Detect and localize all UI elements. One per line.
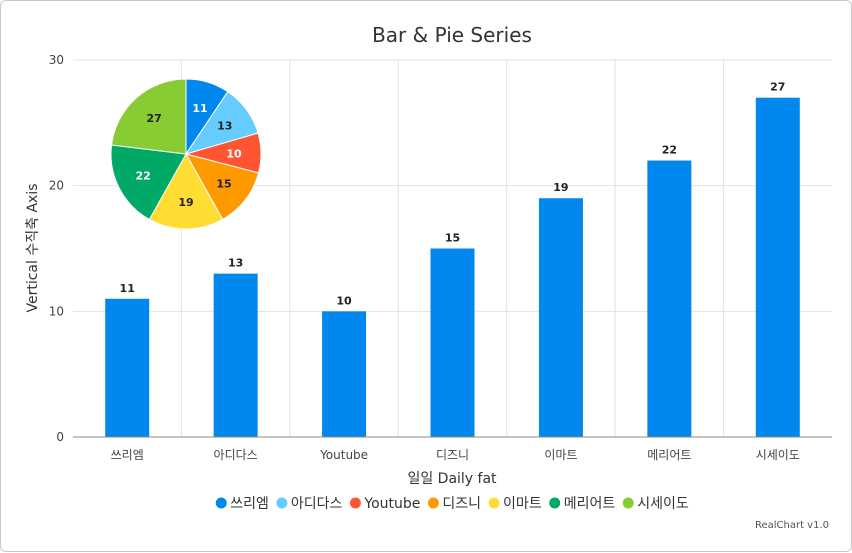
y-axis-title: Vertical 수직축 Axis bbox=[25, 184, 41, 313]
bar[interactable] bbox=[538, 198, 583, 437]
legend: 쓰리엠 아디다스 Youtube 디즈니 이마트 메리어트 시세이도 bbox=[215, 496, 689, 512]
legend-item[interactable]: Youtube bbox=[349, 496, 421, 512]
pie-series: 11 13 10 15 19 22 27 bbox=[110, 78, 262, 230]
bar[interactable] bbox=[105, 298, 150, 437]
chart-title: Bar & Pie Series bbox=[372, 23, 532, 47]
x-tick-label: 쓰리엠 bbox=[111, 448, 144, 462]
pie-slice-label: 22 bbox=[136, 170, 151, 183]
bar-value-label: 19 bbox=[553, 181, 568, 194]
bar[interactable] bbox=[430, 248, 475, 438]
legend-marker bbox=[488, 497, 500, 509]
legend-item[interactable]: 디즈니 bbox=[427, 496, 481, 512]
pie-slice[interactable] bbox=[184, 153, 260, 221]
legend-item[interactable]: 쓰리엠 bbox=[215, 496, 269, 512]
pie-slice-label: 13 bbox=[217, 120, 232, 133]
bar[interactable] bbox=[322, 311, 367, 437]
legend-item[interactable]: 아디다스 bbox=[276, 496, 343, 512]
legend-label: 메리어트 bbox=[564, 496, 616, 512]
legend-label: 이마트 bbox=[503, 496, 542, 512]
credits: RealChart v1.0 bbox=[755, 520, 829, 531]
pie-slice-label: 27 bbox=[147, 112, 162, 125]
pie-slice[interactable] bbox=[148, 152, 224, 230]
bar-value-label: 15 bbox=[445, 232, 460, 245]
pie-slice[interactable] bbox=[110, 78, 187, 155]
bar-value-label: 10 bbox=[336, 294, 352, 307]
legend-label: 디즈니 bbox=[442, 496, 481, 512]
legend-item[interactable]: 메리어트 bbox=[549, 496, 615, 512]
x-tick-label: 아디다스 bbox=[214, 448, 258, 462]
x-tick-label: Youtube bbox=[319, 448, 368, 462]
y-axis: 0 10 20 30 bbox=[49, 53, 64, 444]
bar[interactable] bbox=[213, 273, 258, 437]
x-axis-title: 일일 Daily fat bbox=[407, 471, 497, 487]
legend-marker bbox=[622, 497, 634, 509]
legend-label: 쓰리엠 bbox=[230, 496, 269, 512]
x-tick-label: 메리어트 bbox=[647, 448, 691, 462]
y-tick-label: 0 bbox=[56, 430, 64, 444]
pie-slice-label: 10 bbox=[226, 147, 242, 160]
legend-marker bbox=[215, 497, 227, 509]
legend-marker bbox=[549, 497, 561, 509]
legend-label: 아디다스 bbox=[291, 496, 343, 512]
bar-value-label: 13 bbox=[228, 257, 243, 270]
legend-label: Youtube bbox=[363, 496, 420, 512]
x-tick-label: 이마트 bbox=[544, 448, 577, 462]
legend-label: 시세이도 bbox=[637, 496, 689, 512]
bar[interactable] bbox=[647, 160, 692, 438]
legend-marker bbox=[349, 497, 361, 509]
pie-slice-label: 19 bbox=[178, 196, 193, 209]
bar[interactable] bbox=[755, 97, 800, 437]
legend-marker bbox=[276, 497, 288, 509]
bar-value-label: 22 bbox=[662, 144, 677, 157]
y-tick-label: 30 bbox=[49, 53, 64, 67]
bar-series: 11 13 10 15 19 22 27 bbox=[105, 81, 800, 438]
legend-marker bbox=[427, 497, 439, 509]
x-tick-label: 시세이도 bbox=[756, 448, 800, 462]
y-tick-label: 20 bbox=[49, 179, 64, 193]
bar-value-label: 11 bbox=[120, 282, 135, 295]
pie-slice[interactable] bbox=[110, 144, 187, 221]
x-axis: 쓰리엠 아디다스 Youtube 디즈니 이마트 메리어트 시세이도 bbox=[73, 436, 832, 462]
y-tick-label: 10 bbox=[49, 304, 64, 318]
legend-item[interactable]: 이마트 bbox=[488, 496, 542, 512]
pie-slice-label: 11 bbox=[192, 102, 207, 115]
legend-item[interactable]: 시세이도 bbox=[622, 496, 689, 512]
bar-value-label: 27 bbox=[770, 81, 785, 94]
x-tick-label: 디즈니 bbox=[436, 448, 469, 462]
pie-slice-label: 15 bbox=[216, 177, 231, 190]
